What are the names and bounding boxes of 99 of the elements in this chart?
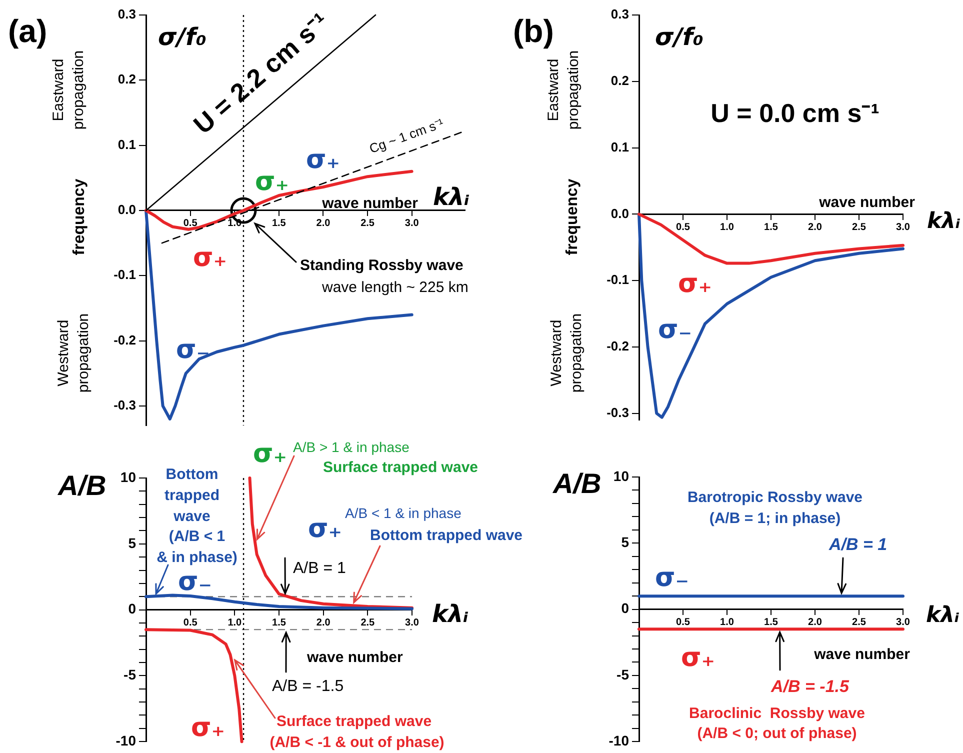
- x-tick-label: 2.0: [316, 618, 331, 629]
- series-label: σ₋: [655, 563, 689, 593]
- x-tick-label: 1.0: [720, 222, 734, 233]
- y-tick-label: 0: [621, 600, 630, 616]
- annotation: Bottom trapped wave: [370, 527, 523, 544]
- series-label: σ₊: [678, 269, 712, 299]
- x-axis-title: wave number: [813, 646, 910, 663]
- text: Westward propagation: [55, 313, 92, 393]
- y-tick-label: 0: [128, 600, 136, 617]
- annotation: Standing Rossby wave: [300, 257, 464, 274]
- annotation: A/B > 1 & in phase: [293, 439, 410, 455]
- x-tick-label: 2.5: [852, 222, 866, 233]
- y-tick-label: 0.1: [118, 136, 136, 152]
- x-tick-label: 1.5: [764, 222, 778, 233]
- y-tick-label: 5: [621, 534, 630, 550]
- text: σ₊: [253, 439, 287, 469]
- x-tick-label: 2.0: [808, 617, 822, 628]
- x-tick-label: 0.5: [676, 617, 690, 628]
- annotation: σ₊: [308, 514, 342, 544]
- y-tick-label: 10: [613, 468, 630, 484]
- text: kλᵢ: [927, 209, 961, 234]
- annotation: σ₊: [306, 145, 340, 175]
- text: Eastward propagation: [545, 50, 582, 130]
- x-tick-label: 0.5: [676, 222, 690, 233]
- y-tick-label: 5: [128, 534, 136, 551]
- y-axis-title: frequency: [71, 178, 88, 256]
- x-tick-label: 1.5: [272, 618, 286, 629]
- x-tick-label: 3.0: [405, 618, 420, 629]
- annotation: Baroclinic Rossby wave: [689, 705, 865, 722]
- y-axis-title: A/B: [57, 470, 106, 501]
- y-tick-label: -0.3: [606, 404, 629, 420]
- annotation: A/B = -1.5: [770, 677, 850, 696]
- x-axis-title: wave number: [321, 195, 418, 212]
- text: kλᵢ: [432, 600, 468, 628]
- x-tick-label: 2.0: [808, 222, 822, 233]
- x-tick-label: 0.5: [183, 218, 198, 230]
- y-tick-label: 0.2: [610, 72, 629, 88]
- series-label: σ₊: [191, 713, 225, 743]
- chart-title: (a): [8, 13, 48, 49]
- series-label: σ₊: [193, 243, 227, 273]
- annotation: (A/B = 1; in phase): [709, 510, 841, 527]
- x-tick-label: 2.5: [360, 618, 376, 629]
- y-tick-label: 0.3: [610, 6, 629, 22]
- y-axis-title: frequency: [564, 178, 581, 256]
- y-tick-label: 10: [120, 468, 136, 485]
- annotation: A/B = 1: [293, 560, 346, 577]
- annotation: kλᵢ: [433, 183, 470, 211]
- annotation: Surface trapped wave: [276, 713, 432, 730]
- y-tick-label: -10: [608, 732, 630, 748]
- y-tick-label: 0.1: [610, 139, 629, 154]
- annotation: (A/B < 0; out of phase): [697, 725, 857, 742]
- series-label: σ₋: [658, 315, 692, 345]
- x-tick-label: 3.0: [896, 222, 910, 233]
- y-tick-label: -5: [616, 666, 630, 682]
- annotation: σ/f₀: [158, 23, 207, 51]
- y-tick-label: -0.1: [114, 267, 136, 282]
- y-tick-label: 0.3: [118, 6, 136, 22]
- annotation: A/B < 1 & in phase: [345, 505, 462, 521]
- x-tick-label: 1.5: [764, 617, 778, 628]
- y-axis-title: A/B: [552, 468, 602, 499]
- annotation: A/B = 1: [828, 535, 888, 554]
- annotation: wave length ~ 225 km: [321, 279, 468, 296]
- text: Eastward propagation: [50, 50, 87, 130]
- chart-title: (b): [513, 13, 554, 49]
- x-tick-label: 2.5: [852, 617, 866, 628]
- legend-label: σ₋: [178, 567, 212, 597]
- y-tick-label: 0.0: [118, 202, 136, 218]
- text: Westward propagation: [548, 313, 585, 393]
- x-tick-label: 2.5: [360, 218, 375, 230]
- annotation: U = 0.0 cm s⁻¹: [710, 98, 880, 128]
- text: kλᵢ: [926, 603, 960, 628]
- annotation: Barotropic Rossby wave: [687, 489, 863, 506]
- y-tick-label: 0.0: [610, 206, 629, 221]
- annotation: (A/B < -1 & out of phase): [270, 734, 444, 751]
- y-tick-label: -0.2: [114, 332, 136, 348]
- x-tick-label: 3.0: [404, 218, 420, 230]
- y-tick-label: 0.2: [118, 72, 136, 87]
- annotation: σ₊: [255, 167, 289, 197]
- annotation: Bottom trapped wave: [164, 466, 220, 525]
- y-tick-label: -0.1: [606, 272, 629, 288]
- x-tick-label: 1.0: [720, 617, 734, 628]
- series-label: σ₋: [176, 335, 210, 365]
- x-tick-label: 2.0: [316, 218, 331, 230]
- annotation: A/B = -1.5: [272, 678, 344, 695]
- x-tick-label: 3.0: [896, 617, 910, 628]
- y-tick-label: -5: [124, 666, 136, 683]
- x-tick-label: 0.5: [183, 618, 198, 629]
- y-tick-label: -10: [116, 732, 136, 748]
- x-tick-label: 1.5: [272, 218, 286, 230]
- x-axis-title: wave number: [818, 194, 916, 211]
- x-axis-title: wave number: [306, 649, 404, 666]
- y-tick-label: -0.3: [114, 398, 136, 413]
- annotation: (A/B < 1 & in phase): [156, 528, 238, 566]
- text: Surface trapped wave: [322, 459, 478, 476]
- annotation: σ/f₀: [655, 23, 704, 51]
- x-tick-label: 1.0: [228, 618, 242, 629]
- annotation: Cg ~ 1 cm s⁻¹: [367, 115, 446, 156]
- y-tick-label: -0.2: [606, 338, 629, 354]
- series-label: σ₊: [681, 643, 715, 673]
